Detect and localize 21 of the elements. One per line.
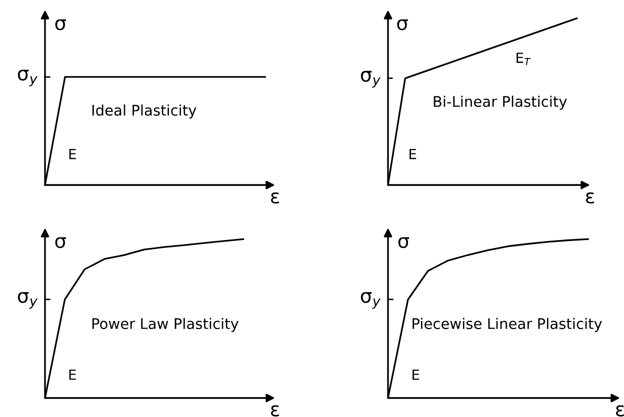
- x-axis-title: ε: [271, 192, 279, 204]
- annotation: E: [69, 148, 76, 160]
- text: Bi-Linear Plasticity: [434, 96, 567, 110]
- text: Power Law Plasticity: [92, 318, 238, 332]
- y-axis-title: σ: [55, 19, 66, 30]
- text: Piecewise Linear Plasticity: [412, 318, 602, 332]
- x-axis-title: ε: [586, 192, 594, 204]
- annotation: E: [410, 148, 416, 160]
- y-axis-title: σ: [55, 237, 66, 248]
- annotation: σ$_{y}$: [360, 292, 381, 309]
- x-axis-title: ε: [616, 405, 624, 416]
- y-axis-title: σ: [398, 237, 410, 248]
- text: Ideal Plasticity: [92, 104, 196, 119]
- annotation: E$_{T}$: [516, 52, 531, 66]
- annotation: σ$_{y}$: [18, 70, 38, 86]
- y-axis-title: σ: [397, 19, 408, 30]
- x-axis-title: ε: [271, 405, 279, 416]
- annotation: E: [412, 370, 420, 380]
- annotation: σ$_{y}$: [360, 70, 381, 88]
- annotation: E: [69, 370, 76, 380]
- annotation: σ$_{y}$: [18, 292, 38, 309]
